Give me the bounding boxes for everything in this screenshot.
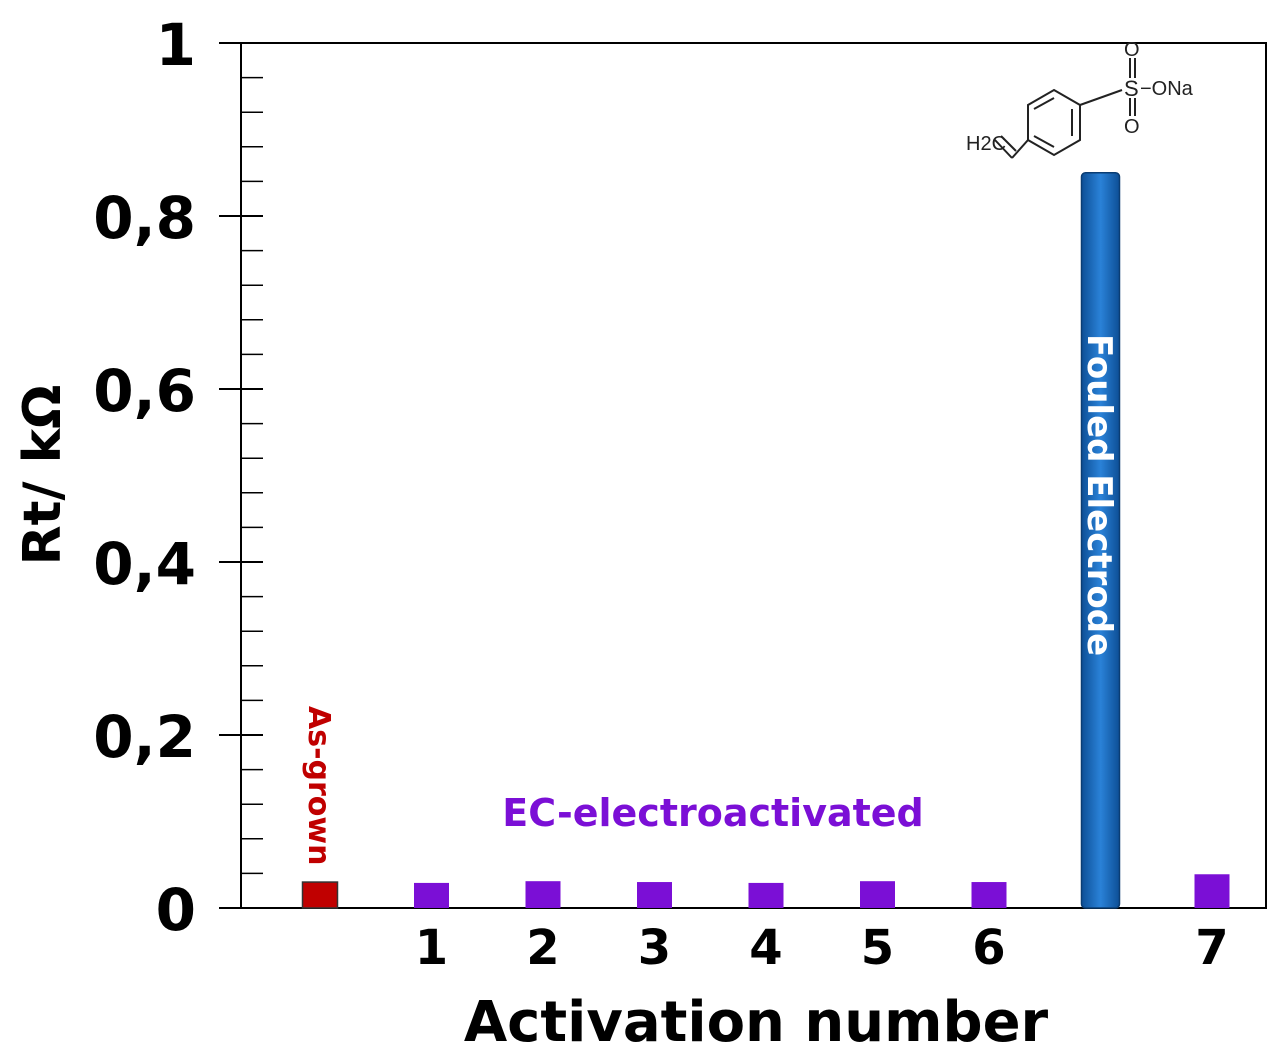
ona-label: −ONa xyxy=(1140,78,1194,100)
bar-as-grown xyxy=(301,881,339,909)
bar-activation-3 xyxy=(637,882,672,908)
x-tick-label: 6 xyxy=(972,920,1005,976)
bar-activation-4 xyxy=(748,882,784,908)
ring-to-s-bond xyxy=(1079,89,1123,106)
y-tick-label: 0,8 xyxy=(93,184,196,252)
x-tick-label: 2 xyxy=(526,920,559,976)
o-top-label: O xyxy=(1124,39,1140,61)
bar-activation-2 xyxy=(525,881,561,908)
o-bottom-label: O xyxy=(1124,116,1140,138)
y-tick-label: 1 xyxy=(156,11,196,79)
s-label: S xyxy=(1124,76,1139,101)
y-tick-label: 0,6 xyxy=(93,357,196,425)
y-tick-label: 0 xyxy=(156,876,196,944)
x-axis: 1 2 3 4 5 6 7 xyxy=(415,920,1229,976)
x-axis-title: Activation number xyxy=(464,990,1049,1055)
y-tick-label: 0,2 xyxy=(93,703,196,771)
as-grown-label: As-grown xyxy=(301,706,336,865)
x-tick-label: 4 xyxy=(749,920,782,976)
x-tick-label: 1 xyxy=(415,920,448,976)
bar-activation-1 xyxy=(414,882,449,908)
fouled-electrode-label: Fouled Electrode xyxy=(1079,334,1119,656)
bar-fouled-electrode xyxy=(1080,172,1121,909)
ec-electroactivated-label: EC-electroactivated xyxy=(502,791,924,835)
y-axis-title: Rt/ kΩ xyxy=(13,385,73,566)
sodium-styrenesulfonate-structure: O S −ONa O H2C xyxy=(966,39,1194,159)
bar-activation-5 xyxy=(860,881,895,908)
x-tick-label: 3 xyxy=(638,920,671,976)
x-tick-label: 5 xyxy=(861,920,894,976)
vinyl-bond xyxy=(1011,139,1029,159)
y-axis: 0 0,2 0,4 0,6 0,8 1 xyxy=(93,11,263,944)
bar-activation-6 xyxy=(971,882,1007,908)
y-tick-label: 0,4 xyxy=(93,530,196,598)
h2c-label: H2C xyxy=(966,133,1006,155)
bars xyxy=(301,172,1230,909)
x-tick-label: 7 xyxy=(1195,920,1228,976)
bar-activation-7 xyxy=(1194,874,1230,908)
